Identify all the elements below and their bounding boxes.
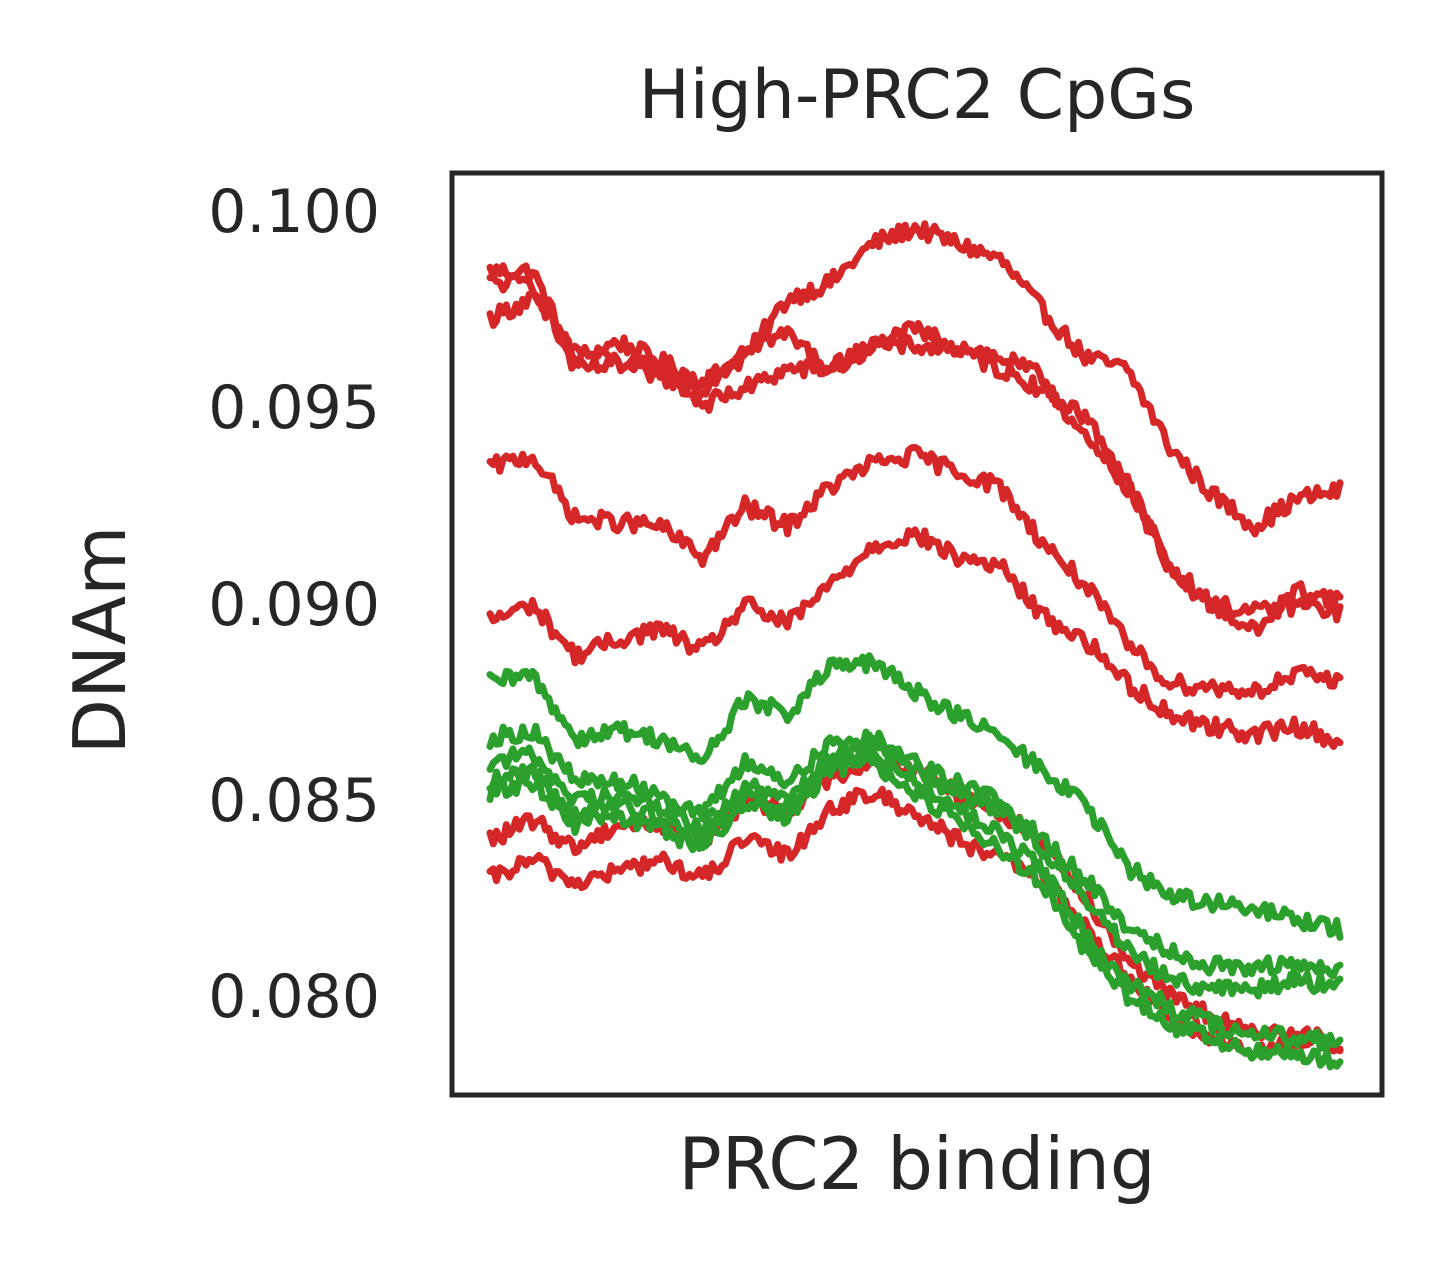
red-series-line bbox=[486, 443, 1344, 700]
x-axis-label: PRC2 binding bbox=[678, 1122, 1156, 1206]
y-tick-label: 0.080 bbox=[208, 961, 380, 1032]
green-series-line bbox=[486, 750, 1344, 1071]
red-series-line bbox=[486, 526, 1344, 750]
y-tick-label: 0.090 bbox=[208, 569, 380, 640]
y-tick-label: 0.100 bbox=[208, 177, 380, 248]
green-series-line bbox=[486, 652, 1344, 941]
red-series-line bbox=[486, 271, 1344, 637]
green-series-line bbox=[486, 722, 1344, 980]
plot-frame bbox=[449, 170, 1385, 1098]
y-tick-label: 0.095 bbox=[208, 373, 380, 444]
chart-title: High-PRC2 CpGs bbox=[638, 56, 1196, 135]
series-layer bbox=[486, 220, 1344, 1071]
green-series-line bbox=[486, 728, 1344, 1000]
y-tick-label: 0.085 bbox=[208, 765, 380, 836]
green-series-line bbox=[486, 742, 1344, 1052]
red-series-line bbox=[486, 220, 1344, 538]
